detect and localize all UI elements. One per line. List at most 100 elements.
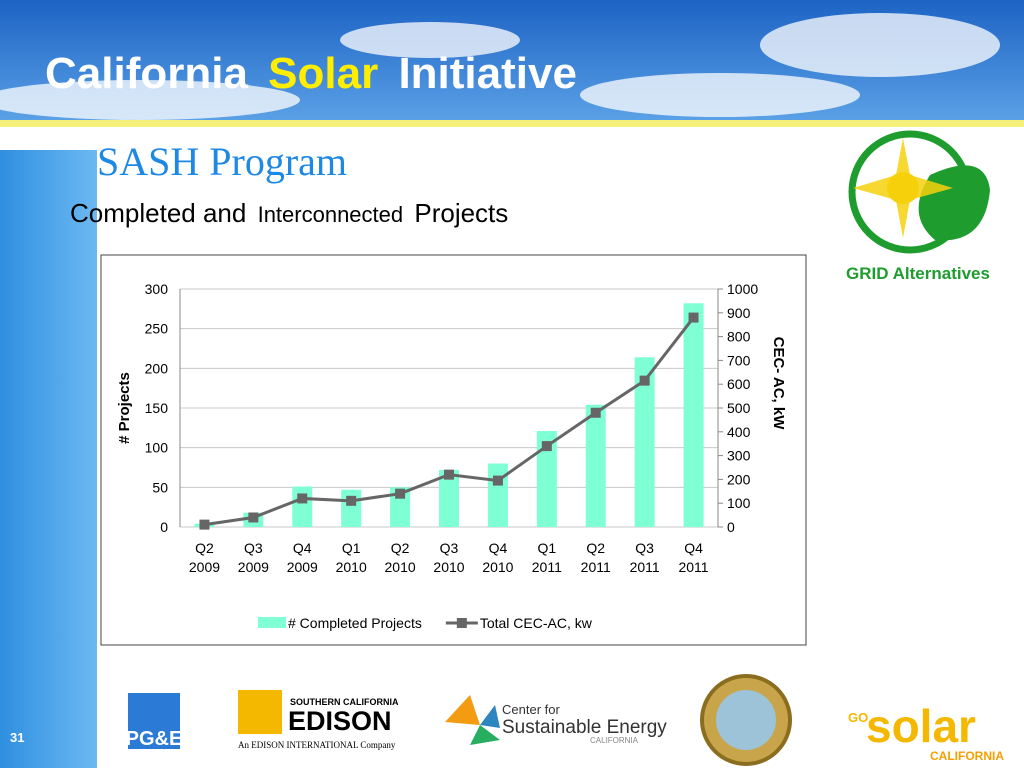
line-marker: [688, 312, 699, 323]
logo-text: GRID Alternatives: [846, 264, 990, 283]
y2-tick-label: 400: [727, 424, 751, 440]
chart: 0 50 100 150 200 250 300 0 100 200 300 400 500 600 700…: [116, 281, 787, 631]
logo-text: solar: [866, 700, 976, 752]
legend-swatch: [456, 618, 467, 628]
line-marker: [199, 519, 210, 530]
x-tick-label: Q2 2009: [189, 540, 220, 575]
x-tick-line: 2010: [336, 559, 367, 575]
y-tick-label: 300: [145, 281, 169, 297]
bar: [536, 431, 557, 527]
x-tick-line: Q3: [440, 540, 459, 556]
bar: [292, 486, 313, 527]
logo-text: SOUTHERN CALIFORNIA: [290, 697, 399, 707]
y-tick-label: 250: [145, 321, 169, 337]
clouds: [0, 13, 1000, 120]
x-tick-line: 2009: [189, 559, 220, 575]
x-tick-line: 2011: [630, 559, 660, 575]
y-tick-label: 0: [160, 519, 168, 535]
logo-text: PG&E: [126, 728, 183, 750]
x-tick-line: Q2: [391, 540, 410, 556]
x-tick-line: Q4: [489, 540, 508, 556]
cse-logo: Center for Sustainable Energy CALIFORNIA: [445, 695, 667, 745]
grid-logo: GRID Alternatives: [846, 130, 990, 283]
title-part: California: [45, 49, 248, 98]
heading-part: Interconnected: [258, 202, 404, 227]
cpuc-seal: [700, 674, 792, 766]
line-marker: [297, 493, 308, 504]
x-tick-label: Q1 2010: [336, 540, 367, 575]
y2-tick-label: 300: [727, 448, 751, 464]
x-tick-line: Q1: [342, 540, 361, 556]
x-tick-line: 2009: [287, 559, 318, 575]
edison-logo: SOUTHERN CALIFORNIA EDISON An EDISON INT…: [238, 690, 399, 750]
side-bar: [0, 150, 97, 768]
heading: Completed and Interconnected Projects: [70, 198, 508, 228]
x-tick-label: Q2 2011: [581, 540, 611, 575]
x-tick-line: 2009: [238, 559, 269, 575]
x-tick-line: 2011: [532, 559, 562, 575]
x-tick-line: 2010: [482, 559, 513, 575]
y-tick-label: 150: [145, 400, 169, 416]
x-tick-line: 2010: [385, 559, 416, 575]
bar: [683, 303, 704, 527]
y2-tick-label: 800: [727, 329, 751, 345]
legend-label: # Completed Projects: [288, 615, 422, 631]
x-tick-label: Q4 2011: [678, 540, 708, 575]
logo-text: CALIFORNIA: [590, 736, 639, 745]
go-solar-logo: GO solar CALIFORNIA: [848, 700, 1004, 763]
x-tick-line: 2011: [678, 559, 708, 575]
x-tick-line: Q2: [586, 540, 605, 556]
x-tick-line: Q1: [537, 540, 556, 556]
x-tick-label: Q4 2009: [287, 540, 318, 575]
x-tick-label: Q3 2011: [630, 540, 660, 575]
x-tick-line: Q4: [293, 540, 312, 556]
bar: [585, 404, 606, 527]
x-tick-line: 2011: [581, 559, 611, 575]
y2-tick-label: 500: [727, 400, 751, 416]
y2-tick-label: 1000: [727, 281, 758, 297]
x-tick-label: Q1 2011: [532, 540, 562, 575]
y-tick-label: 50: [152, 479, 168, 495]
logo-text: Sustainable Energy: [502, 717, 667, 738]
x-tick-line: Q3: [244, 540, 263, 556]
x-tick-line: Q4: [684, 540, 703, 556]
y-axis-label: # Projects: [116, 372, 133, 444]
y2-tick-label: 900: [727, 305, 751, 321]
y-tick-label: 200: [145, 360, 169, 376]
bar: [341, 489, 362, 527]
x-tick-line: Q2: [195, 540, 214, 556]
y2-tick-label: 200: [727, 471, 751, 487]
logo-text: An EDISON INTERNATIONAL Company: [238, 740, 396, 750]
x-tick-line: 2010: [433, 559, 464, 575]
line-marker: [590, 407, 601, 418]
bar: [439, 469, 459, 527]
logo-text: Center for: [502, 702, 560, 717]
slide-title: California Solar Initiative: [45, 49, 577, 98]
line-marker: [248, 512, 259, 523]
title-part: Solar: [268, 49, 378, 98]
heading-part: Projects: [414, 198, 508, 228]
line-marker: [492, 475, 503, 486]
x-tick-label: Q4 2010: [482, 540, 513, 575]
subtitle: SASH Program: [97, 139, 347, 184]
legend-swatch: [258, 617, 286, 628]
bar: [487, 463, 508, 527]
y2-tick-label: 600: [727, 376, 751, 392]
y2-tick-label: 100: [727, 495, 751, 511]
y2-tick-label: 0: [727, 519, 735, 535]
line-marker: [395, 488, 406, 499]
y2-tick-label: 700: [727, 352, 751, 368]
header-stripe: [0, 120, 1024, 127]
x-tick-label: Q2 2010: [385, 540, 416, 575]
line-marker: [444, 469, 454, 480]
x-tick-line: Q3: [635, 540, 654, 556]
logo-text: CALIFORNIA: [930, 749, 1004, 763]
page-number: 31: [10, 730, 24, 745]
line-marker: [541, 441, 552, 452]
bar: [634, 357, 655, 527]
logo-text: GO: [848, 710, 868, 725]
x-tick-label: Q3 2010: [433, 540, 464, 575]
y-tick-label: 100: [145, 440, 169, 456]
